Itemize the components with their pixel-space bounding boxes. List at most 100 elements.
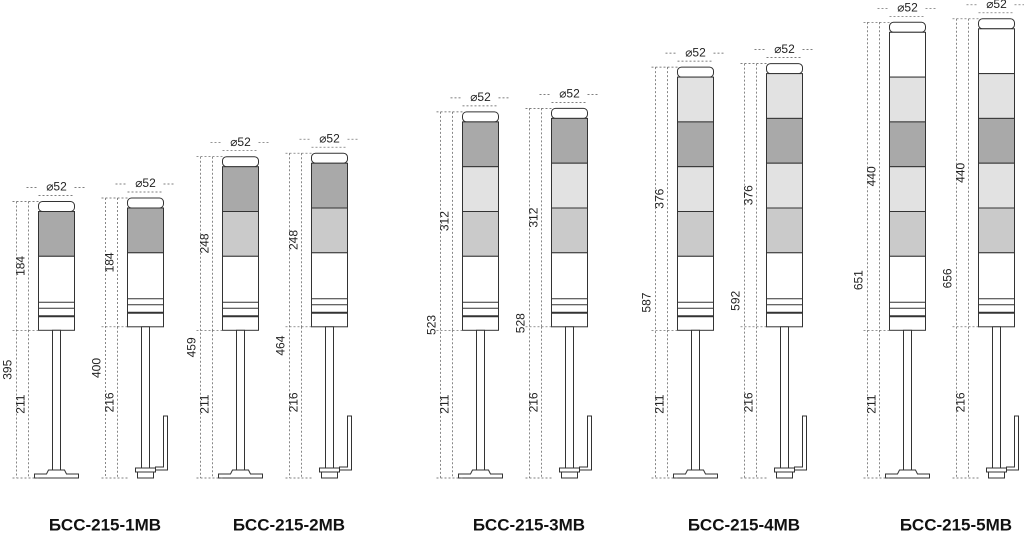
nut [986,467,1007,473]
tower: ⌀52 395 184 211 [1,180,87,479]
pole [992,326,1001,471]
base-body [222,255,259,331]
segment [978,162,1015,209]
pole [236,329,245,471]
section-label: 376 [653,188,667,208]
segment [38,211,75,257]
pole-label: 211 [198,394,212,413]
segment [551,117,588,164]
nut [988,471,1005,479]
total-label: 395 [1,359,15,379]
section-label: 440 [865,166,879,186]
pole-label: 216 [954,392,968,412]
base-plate [673,469,718,479]
cap [462,111,499,123]
pole [903,329,912,471]
model-name: БСС-215-2МВ [233,515,345,534]
tower: ⌀52 528 312 216 [514,87,600,479]
tower: ⌀52 459 248 211 [185,135,271,479]
cap [551,107,588,119]
section-label: 440 [954,162,968,182]
base-body [38,255,75,331]
pole-label: 216 [103,392,117,412]
total-label: 656 [941,268,955,288]
pole-label: 211 [653,394,667,413]
pole-label: 211 [865,394,879,413]
diameter-label: ⌀52 [470,90,491,104]
bracket [339,415,352,471]
nut [319,467,340,473]
base-body [677,255,714,331]
diameter-label: ⌀52 [319,131,340,145]
tower: ⌀52 651 440 211 [852,0,938,479]
base-body [889,255,926,331]
base-plate [218,469,263,479]
pole [565,326,574,471]
tower: ⌀52 400 184 216 [90,176,176,479]
pole [52,329,61,471]
segment [462,121,499,168]
nut [559,467,580,473]
segment [677,76,714,123]
total-label: 587 [640,292,654,312]
pole-label: 211 [438,394,452,413]
total-label: 651 [852,270,866,290]
segment [311,207,348,254]
segment [978,73,1015,119]
pole [691,329,700,471]
segment [889,76,926,123]
tower: ⌀52 523 312 211 [425,90,511,479]
model-name: БСС-215-4МВ [688,515,800,534]
section-label: 376 [742,185,756,205]
base-plate [458,469,503,479]
diameter-label: ⌀52 [986,0,1007,11]
base-body [127,252,164,328]
segment [222,211,259,257]
total-label: 528 [514,313,528,333]
diameter-label: ⌀52 [559,87,580,101]
segment [766,117,803,164]
total-label: 592 [729,290,743,310]
segment [462,211,499,257]
segment [551,207,588,254]
base-plate [885,469,930,479]
diameter-label: ⌀52 [135,176,156,190]
cap [677,66,714,78]
pole-label: 216 [527,392,541,412]
pole [141,326,150,471]
cap [766,63,803,75]
nut [135,467,156,473]
section-label: 248 [198,233,212,253]
base-body [551,252,588,328]
section-label: 184 [103,252,117,272]
segment [978,28,1015,75]
bracket [155,415,168,471]
segment [551,162,588,209]
segment [889,166,926,212]
base-body [978,252,1015,328]
bracket [579,415,592,471]
model-name: БСС-215-3МВ [473,515,585,534]
segment [311,162,348,209]
segment [222,166,259,212]
segment [978,117,1015,164]
model-name: БСС-215-1МВ [49,515,161,534]
pole-label: 211 [14,394,28,413]
segment [462,166,499,212]
nut [137,471,154,479]
total-label: 400 [90,358,104,378]
diameter-label: ⌀52 [46,180,67,194]
segment [766,207,803,254]
nut [774,467,795,473]
bracket [1006,415,1019,471]
cap [222,156,259,168]
nut [776,471,793,479]
section-label: 184 [14,256,28,276]
cap [889,21,926,33]
segment [889,121,926,168]
base-plate [34,469,79,479]
total-label: 464 [274,335,288,355]
cap [978,18,1015,30]
segment [677,166,714,212]
